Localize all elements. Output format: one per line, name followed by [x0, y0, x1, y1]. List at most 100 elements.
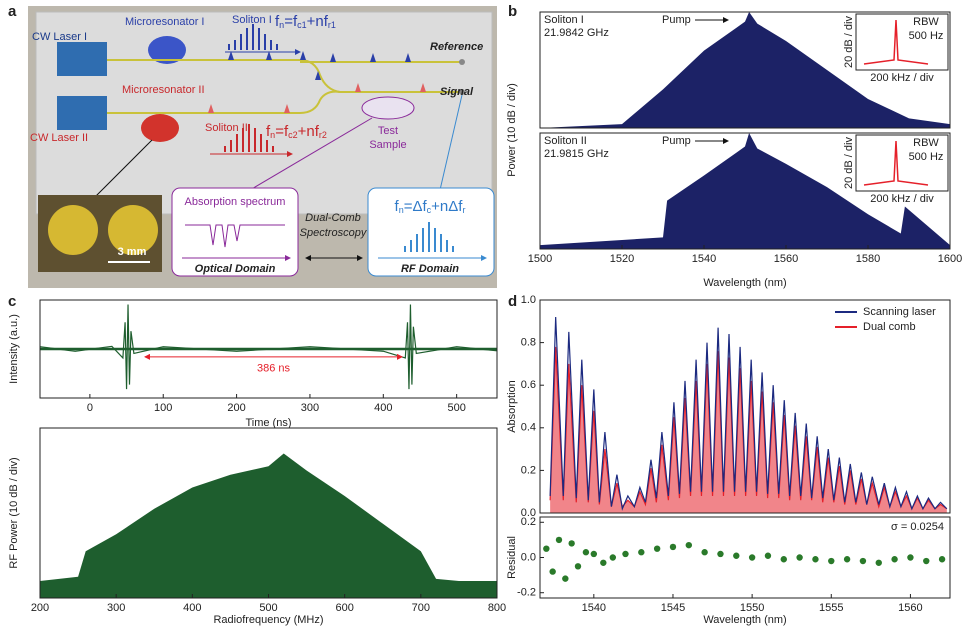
residual-point: [609, 554, 617, 561]
plot-frame: [39, 299, 498, 399]
residual-point: [843, 556, 851, 563]
residual-point: [828, 557, 835, 565]
label: Signal: [440, 86, 474, 98]
resonator: [148, 36, 186, 64]
resonator: [141, 114, 179, 142]
residual-point: [938, 556, 946, 563]
rep-rate: 21.9815 GHz: [544, 148, 609, 160]
panel-label: a: [8, 3, 17, 20]
y-axis-label: Intensity (a.u.): [8, 314, 20, 384]
x-axis-label: Radiofrequency (MHz): [213, 614, 323, 626]
label: Microresonator I: [125, 16, 204, 28]
y-axis-label: Residual: [506, 536, 518, 579]
spectrum-area: [40, 453, 497, 598]
residual-point: [907, 554, 914, 561]
x-tick-label: 1560: [774, 253, 798, 265]
formula: fn=fc2+nfr2: [266, 123, 327, 140]
diagram: CW Laser I Microresonator I Soliton I fn…: [28, 6, 497, 288]
residual-point: [764, 552, 772, 559]
legend-label: Dual comb: [863, 321, 916, 333]
fiber: [107, 90, 341, 114]
x-tick-label: 200: [31, 602, 49, 614]
label: Soliton I: [232, 14, 272, 26]
soliton-label: Soliton I: [544, 14, 584, 26]
formula: fn=fc1+nfr1: [275, 13, 336, 30]
x-tick-label: 300: [107, 602, 125, 614]
label: RF Domain: [401, 263, 459, 275]
y-axis-label: RF Power (10 dB / div): [8, 457, 20, 568]
laser: [57, 42, 107, 76]
label: Sample: [369, 139, 406, 151]
plot-frame: [539, 299, 951, 514]
y-tick-label: 0.8: [521, 337, 536, 349]
label: Absorption spectrum: [185, 196, 286, 208]
residual-point: [733, 552, 740, 559]
fiber: [107, 59, 460, 93]
sample: [361, 96, 415, 120]
residual-point: [685, 541, 693, 549]
inset-label: RBW: [913, 137, 939, 149]
x-tick-label: 1540: [692, 253, 716, 265]
residual-point: [891, 556, 898, 563]
x-tick-label: 300: [301, 402, 319, 414]
x-tick-label: 1600: [938, 253, 962, 265]
trace: [40, 304, 497, 390]
label: Optical Domain: [195, 263, 276, 275]
inset-label: 200 kHz / div: [870, 72, 934, 84]
plot-frame: [539, 132, 951, 250]
x-tick-label: 1540: [582, 602, 606, 614]
residual-point: [859, 557, 867, 565]
connector: [249, 117, 373, 191]
y-tick-label: 0.0: [521, 551, 536, 563]
label: Spectroscopy: [300, 227, 368, 239]
x-tick-label: 600: [335, 602, 353, 614]
residual-point: [622, 550, 629, 558]
plot-frame: [539, 516, 951, 599]
residual-point: [600, 559, 607, 566]
inset-label: 200 kHz / div: [870, 193, 934, 205]
x-tick-label: 200: [227, 402, 245, 414]
sigma-label: σ = 0.0254: [891, 521, 944, 533]
connector: [439, 94, 463, 191]
x-tick-label: 800: [488, 602, 506, 614]
x-tick-label: 0: [87, 402, 93, 414]
series-area: [550, 346, 947, 513]
detector: [459, 89, 465, 95]
residual-point: [748, 554, 756, 561]
x-tick-label: 1545: [661, 602, 685, 614]
y-tick-label: 0.2: [521, 516, 536, 528]
residual-point: [574, 563, 582, 570]
x-tick-label: 100: [154, 402, 172, 414]
soliton-label: Soliton II: [544, 135, 587, 147]
residual-point: [590, 550, 598, 558]
label: Dual-Comb: [305, 212, 361, 224]
x-tick-label: 700: [412, 602, 430, 614]
connector: [91, 139, 153, 201]
residual-point: [796, 554, 803, 561]
x-tick-label: 1580: [856, 253, 880, 265]
series-line: [549, 317, 948, 511]
y-tick-label: 0.2: [521, 464, 536, 476]
formula: fn=Δfc+nΔfr: [395, 198, 466, 215]
resonator-photo: [48, 205, 98, 255]
x-tick-label: 500: [259, 602, 277, 614]
inset-label: 500 Hz: [909, 151, 944, 163]
x-tick-label: 400: [183, 602, 201, 614]
x-tick-label: 1550: [740, 602, 764, 614]
interval-label: 386 ns: [257, 363, 291, 375]
spectrum-area: [540, 12, 950, 128]
residual-point: [582, 549, 590, 556]
label: Test: [378, 125, 398, 137]
pump-label: Pump: [662, 14, 691, 26]
charts: Power (10 dB / div)Soliton I21.9842 GHzP…: [8, 11, 962, 626]
label: CW Laser I: [32, 31, 87, 43]
legend-label: Scanning laser: [863, 306, 936, 318]
x-tick-label: 1560: [898, 602, 922, 614]
y-tick-label: -0.2: [517, 587, 536, 599]
label: Reference: [430, 41, 483, 53]
residual-point: [568, 540, 575, 547]
comb-sketch: [404, 222, 454, 252]
residual-point: [812, 556, 819, 563]
residual-point: [562, 575, 569, 582]
residual-point: [543, 545, 550, 552]
